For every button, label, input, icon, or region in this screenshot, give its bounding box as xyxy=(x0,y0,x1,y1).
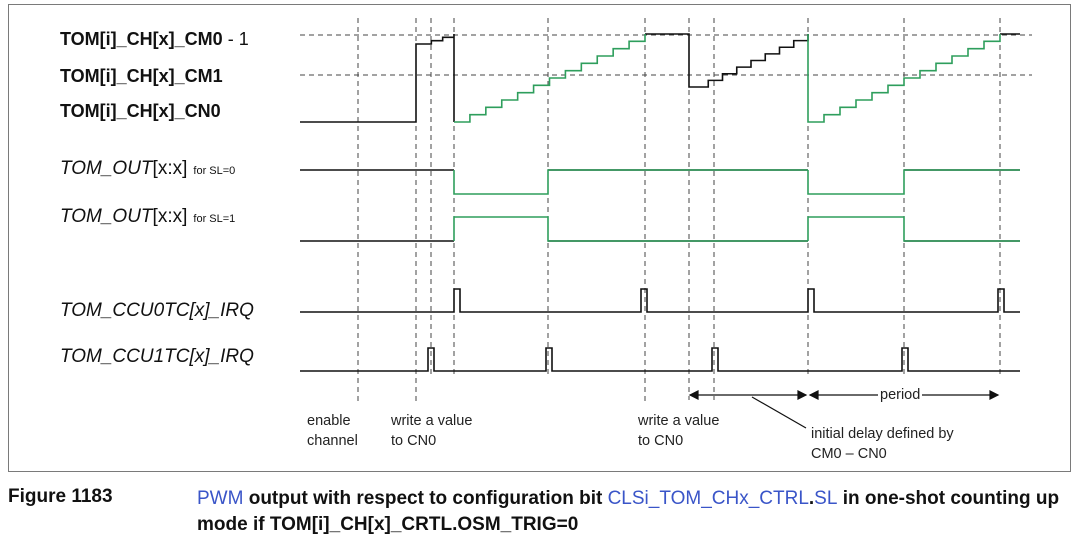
annotation-line: enable xyxy=(307,413,351,429)
arrow-head xyxy=(808,390,819,400)
annotation-line: to CN0 xyxy=(391,433,437,449)
out1-condition: for SL=1 xyxy=(193,213,236,225)
ccu0-irq-waveform xyxy=(300,288,1020,313)
tom-out-sl0-pulse-first xyxy=(453,169,808,195)
annotation-initial-delay: initial delay defined by CM0 – CN0 xyxy=(811,424,954,464)
caption-text-1: output with respect to configuration bit xyxy=(243,488,608,509)
caption-text-2: . xyxy=(808,488,815,509)
arrow-head xyxy=(989,390,1000,400)
tom-out-sl1-pulse-second xyxy=(807,216,1020,242)
annotation-write-cn0-second: write a value to CN0 xyxy=(638,411,719,451)
ccu1-irq-waveform xyxy=(300,347,1020,372)
counter-waveform-rewrite xyxy=(645,33,809,88)
arrow-head xyxy=(797,390,808,400)
annotation-line: CM0 – CN0 xyxy=(811,446,887,462)
annotation-line: initial delay defined by xyxy=(811,426,954,442)
signal-label-tom-out-sl1: TOM_OUT[x:x] for SL=1 xyxy=(60,206,235,228)
signal-label-tom-out-sl0: TOM_OUT[x:x] for SL=0 xyxy=(60,158,235,180)
figure-number: Figure 1183 xyxy=(8,486,113,507)
out0-name: TOM_OUT xyxy=(60,158,153,179)
out1-name: TOM_OUT xyxy=(60,206,153,227)
out1-index: [x:x] xyxy=(152,206,188,227)
signal-label-cm1: TOM[i]_CH[x]_CM1 xyxy=(60,66,223,86)
annotation-period: period xyxy=(878,385,923,405)
out0-index: [x:x] xyxy=(152,158,188,179)
annotation-line: write a value xyxy=(391,413,473,429)
annotation-write-cn0-first: write a value to CN0 xyxy=(391,411,472,451)
figure-caption: PWM output with respect to configuration… xyxy=(197,486,1067,538)
counter-ramp-first xyxy=(454,34,646,123)
arrow-head xyxy=(688,390,699,400)
caption-link-register[interactable]: CLSi_TOM_CHx_CTRL xyxy=(607,488,809,509)
counter-ramp-second xyxy=(807,34,1001,123)
annotation-line: to CN0 xyxy=(638,433,684,449)
signal-label-ccu0-irq: TOM_CCU0TC[x]_IRQ xyxy=(60,300,254,321)
caption-text-3: in one-shot counting up mode if TOM[i]_C… xyxy=(197,488,1060,535)
counter-waveform-start xyxy=(300,34,455,123)
caption-link-pwm[interactable]: PWM xyxy=(197,488,244,509)
annotation-line: channel xyxy=(307,433,358,449)
annotation-enable-channel: enable channel xyxy=(307,411,358,451)
initial-delay-leader-line xyxy=(751,396,807,429)
out0-condition: for SL=0 xyxy=(193,165,236,177)
cm0-name: TOM[i]_CH[x]_CM0 xyxy=(60,29,223,49)
annotation-line: write a value xyxy=(638,413,720,429)
signal-label-ccu1-irq: TOM_CCU1TC[x]_IRQ xyxy=(60,346,254,367)
tom-out-sl0-pulse-second xyxy=(807,169,1020,195)
signal-label-cm0: TOM[i]_CH[x]_CM0 - 1 xyxy=(60,29,249,50)
tom-out-sl1-pulse-first xyxy=(453,216,808,242)
caption-link-sl[interactable]: SL xyxy=(814,488,838,509)
signal-label-cn0: TOM[i]_CH[x]_CN0 xyxy=(60,101,221,121)
cm0-suffix: - 1 xyxy=(227,29,249,49)
